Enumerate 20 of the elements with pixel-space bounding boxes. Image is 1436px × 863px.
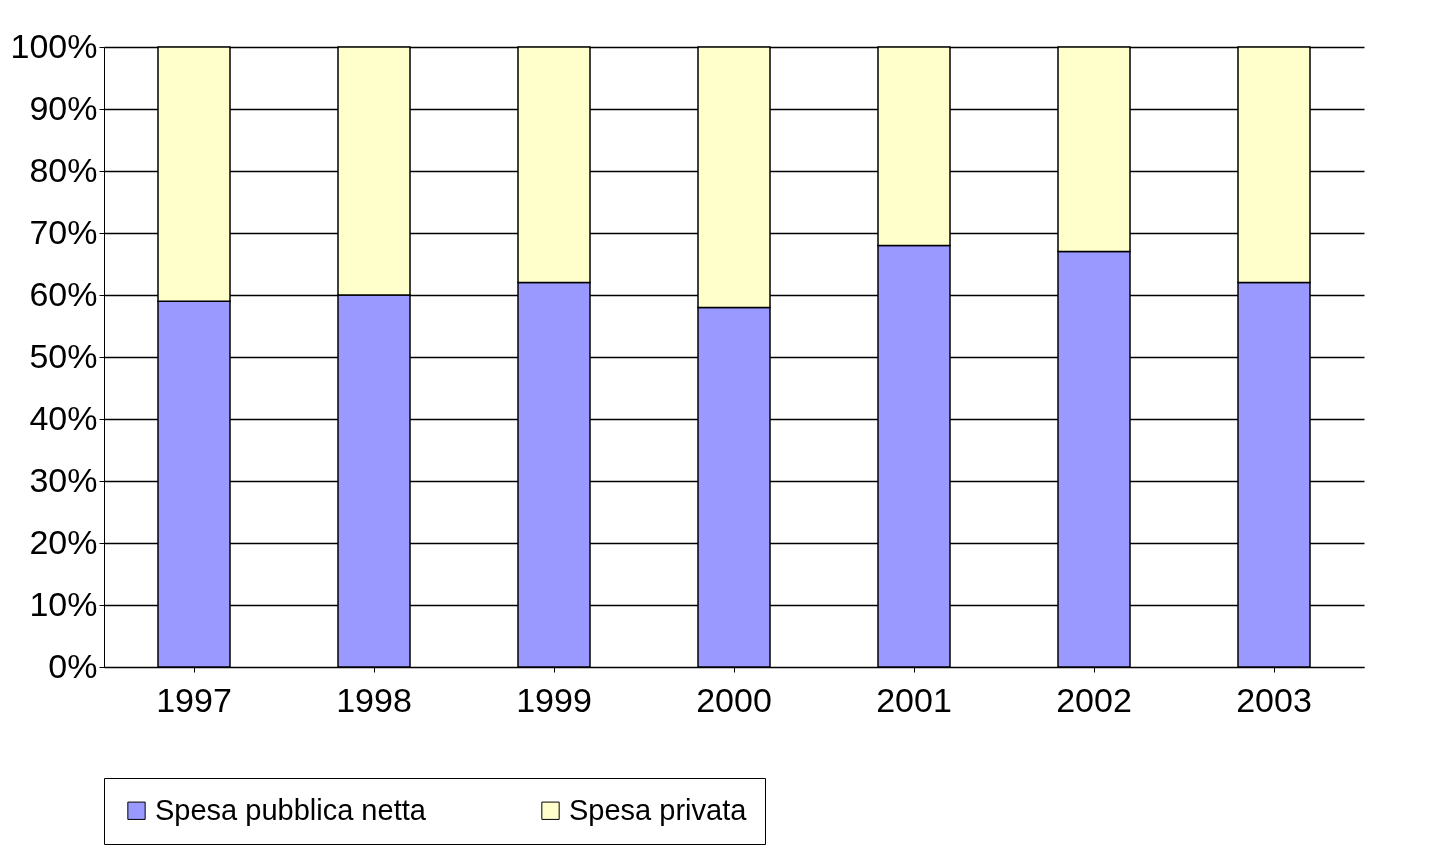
y-tick-label: 0% — [48, 646, 98, 685]
y-tick-label: 80% — [29, 150, 98, 189]
y-tick-label: 90% — [29, 88, 98, 127]
x-tick-label: 2003 — [1236, 680, 1312, 719]
y-tick-label: 50% — [29, 336, 98, 375]
y-tick-label: 60% — [29, 274, 98, 313]
x-tick-label: 1997 — [156, 680, 232, 719]
y-tick-label: 70% — [29, 212, 98, 251]
x-tick-label: 1998 — [336, 680, 412, 719]
y-tick-label: 40% — [29, 398, 98, 437]
x-tick-label: 1999 — [516, 680, 592, 719]
x-tick-label: 2000 — [696, 680, 772, 719]
y-tick-label: 100% — [10, 26, 98, 65]
legend-label: Spesa privata — [569, 793, 748, 826]
x-tick-label: 2001 — [876, 680, 952, 719]
y-tick-label: 10% — [29, 584, 98, 623]
y-tick-label: 20% — [29, 522, 98, 561]
legend-label: Spesa pubblica netta — [155, 793, 427, 826]
x-tick-label: 2002 — [1056, 680, 1132, 719]
y-tick-label: 30% — [29, 460, 98, 499]
